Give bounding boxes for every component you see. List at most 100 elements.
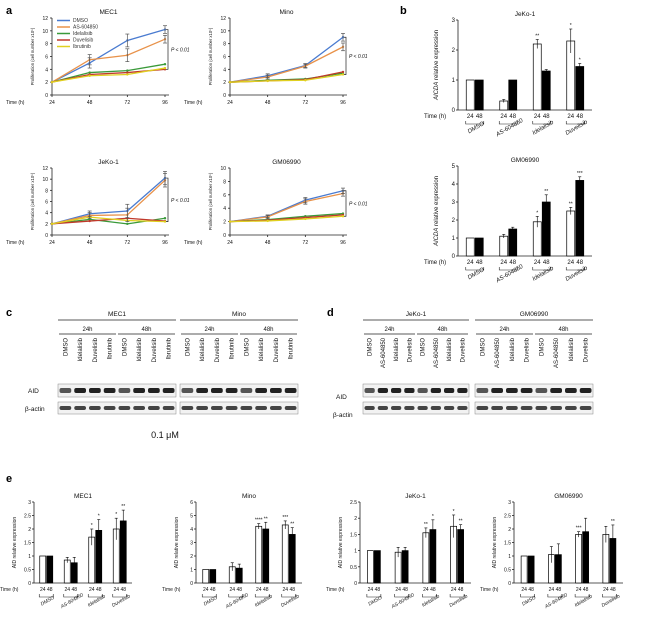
blot-band-actin <box>404 406 415 410</box>
bar <box>63 559 71 584</box>
group-label: AS-604850 <box>390 592 416 610</box>
bar <box>374 550 381 584</box>
y-tick-label: 0 <box>452 108 456 114</box>
y-tick-label: 3 <box>28 500 31 506</box>
blot-lane-label: DMSO <box>63 338 69 356</box>
data-point <box>88 74 91 77</box>
significance-star: * <box>98 514 100 520</box>
bar <box>401 550 409 584</box>
blot-band-actin <box>284 406 297 410</box>
panel-label-d: d <box>327 307 334 319</box>
significance-star: * <box>91 523 93 529</box>
y-tick-label: 1 <box>452 236 456 242</box>
significance-star: ** <box>290 522 294 528</box>
blot-time-label: 48h <box>437 327 447 333</box>
group-label: Idelalisib <box>574 594 594 609</box>
blot-band-aid <box>225 388 238 393</box>
y-tick-label: 0 <box>45 93 48 99</box>
time-tick-label: 48 <box>210 587 216 593</box>
time-tick-label: 48 <box>402 587 408 593</box>
data-point <box>341 70 345 74</box>
series-line <box>51 63 166 83</box>
data-point <box>88 218 91 221</box>
panel-label-a: a <box>6 5 13 17</box>
bar <box>566 210 576 257</box>
blot-band-actin <box>255 406 267 410</box>
series-line <box>51 177 166 225</box>
y-tick-label: 12 <box>42 16 48 22</box>
y-tick-label: 3 <box>452 18 456 24</box>
series-line <box>51 28 166 83</box>
blot-actin-strip <box>474 401 594 415</box>
y-tick-label: 8 <box>223 179 226 185</box>
blot-band-actin <box>579 406 592 410</box>
y-tick-label: 1.5 <box>24 541 31 547</box>
blot-time-label: 24h <box>82 327 92 333</box>
bar <box>465 237 475 257</box>
group-bracket <box>465 121 485 125</box>
blot-lane-label: Duvelisib <box>584 337 590 362</box>
group-bracket <box>532 267 552 271</box>
y-tick-label: 12 <box>220 16 226 22</box>
x-tick-label: 24 <box>227 100 233 106</box>
data-point <box>163 66 167 70</box>
group-label: Duvelisib <box>280 593 301 608</box>
panel-label-b: b <box>400 5 407 17</box>
blot-cell-label: Mino <box>232 311 246 318</box>
time-tick-label: 24 <box>256 587 262 593</box>
blot-lane-label: AS-604850 <box>434 337 440 368</box>
group-bracket <box>565 121 585 125</box>
time-tick-label: 48 <box>71 587 77 593</box>
y-tick-label: 0 <box>190 581 193 587</box>
bar <box>281 524 289 584</box>
blot-band-actin <box>457 406 468 410</box>
y-tick-label: 1.5 <box>504 541 511 547</box>
time-tick-label: 24 <box>603 587 609 593</box>
bar <box>46 555 54 584</box>
x-tick-label: 24 <box>49 100 55 106</box>
group-bracket <box>574 594 590 598</box>
blot-band-actin <box>364 406 375 410</box>
blot-band-actin <box>430 406 441 410</box>
y-tick-label: 10 <box>220 166 226 172</box>
blot-lane-label: AS-604850 <box>495 337 501 368</box>
blot-cell-label: JeKo-1 <box>406 311 427 318</box>
blot-band-aid <box>89 388 101 393</box>
blot-lane-label: DMSO <box>244 338 250 356</box>
significance-star: ** <box>121 504 125 510</box>
time-tick-label: 24 <box>521 587 527 593</box>
time-tick-label: 48 <box>120 587 126 593</box>
y-tick-label: 0.5 <box>24 568 31 574</box>
y-tick-label: 1 <box>354 549 357 555</box>
blot-time-label: 48h <box>263 327 273 333</box>
p-value-label: P < 0.01 <box>171 198 190 204</box>
series-line <box>51 217 166 225</box>
significance-star: ** <box>459 519 463 525</box>
line-chart-title: MEC1 <box>99 9 117 16</box>
group-bracket <box>532 121 552 125</box>
blot-band-aid <box>417 388 428 393</box>
time-tick-label: 24 <box>113 587 119 593</box>
time-tick-label: 24 <box>534 260 541 266</box>
blot-time-label: 48h <box>141 327 151 333</box>
bar <box>508 228 518 257</box>
blot-time-label: 24h <box>204 327 214 333</box>
blot-band-actin <box>118 406 131 410</box>
group-label: Duvelisib <box>601 593 622 608</box>
blot-band-actin <box>535 406 548 410</box>
blot-band-actin <box>225 406 238 410</box>
time-tick-label: 24 <box>368 587 374 593</box>
group-label: DMSO <box>367 595 383 608</box>
y-tick-label: 1 <box>508 554 511 560</box>
y-tick-label: 3 <box>452 200 456 206</box>
blot-lane-label: Ibrutinib <box>289 337 295 359</box>
blot-aid-strip <box>474 383 594 398</box>
time-tick-label: 48 <box>509 260 516 266</box>
x-tick-label: 96 <box>340 100 346 106</box>
group-label: DMSO <box>521 595 537 608</box>
legend-label: Idelalisib <box>73 31 93 37</box>
blot-lane-label: DMSO <box>539 338 545 356</box>
x-tick-label: 72 <box>125 100 131 106</box>
time-tick-label: 48 <box>583 587 589 593</box>
significance-star: * <box>432 514 434 520</box>
